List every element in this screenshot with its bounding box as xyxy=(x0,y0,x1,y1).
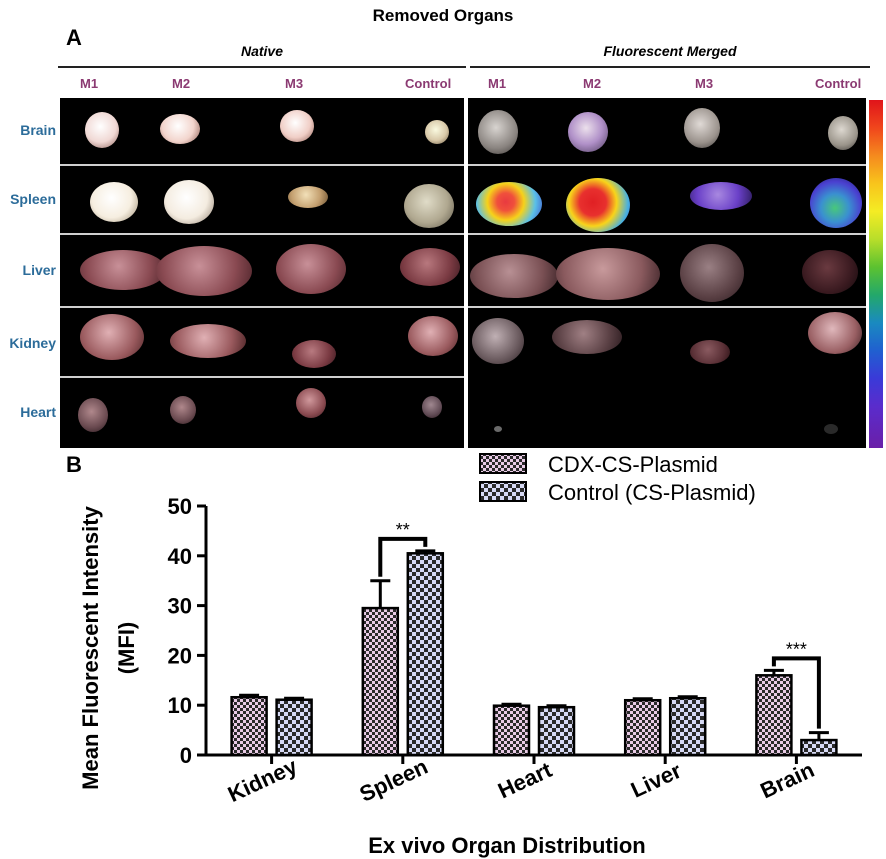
fluorescent-organ-photo xyxy=(468,98,866,448)
col-label-fluor-m2: M2 xyxy=(583,76,602,91)
significance-label: ** xyxy=(396,520,410,540)
legend: CDX-CS-Plasmid Control (CS-Plasmid) xyxy=(479,452,756,505)
bar-kidney-series-1 xyxy=(230,695,268,757)
bar-spleen-series-1 xyxy=(361,606,400,757)
x-tick-label: Liver xyxy=(627,758,686,803)
legend-swatch-series-2 xyxy=(479,481,527,502)
bar-brain-series-1 xyxy=(755,674,793,757)
col-label-native-m2: M2 xyxy=(172,76,191,91)
y-tick-label: 50 xyxy=(168,494,192,519)
col-label-native-control: Control xyxy=(405,76,452,91)
significance-spleen: ** xyxy=(378,520,428,577)
legend-label-series-1: CDX-CS-Plasmid xyxy=(548,452,718,477)
y-tick-label: 20 xyxy=(168,643,192,668)
figure-title: Removed Organs xyxy=(372,6,514,25)
significance-markers: ***** xyxy=(378,520,821,729)
significance-bracket xyxy=(771,656,821,729)
row-label-kidney: Kidney xyxy=(9,335,56,351)
group-title-fluorescent: Fluorescent Merged xyxy=(603,43,737,59)
group-underline-native xyxy=(58,66,466,68)
col-label-native-m3: M3 xyxy=(285,76,304,91)
y-tick-label: 30 xyxy=(168,594,192,619)
bar-spleen-series-2 xyxy=(406,552,445,757)
bar-heart-series-1 xyxy=(492,704,531,757)
bars xyxy=(230,549,838,757)
legend-swatch-series-1 xyxy=(479,453,527,474)
y-tick-label: 0 xyxy=(180,743,192,768)
x-tick-label: Brain xyxy=(756,757,818,803)
legend-label-series-2: Control (CS-Plasmid) xyxy=(548,480,756,505)
x-tick-label: Heart xyxy=(494,757,556,804)
row-label-brain: Brain xyxy=(20,122,56,138)
panel-b-letter: B xyxy=(66,452,82,477)
significance-bracket xyxy=(378,536,428,577)
row-label-liver: Liver xyxy=(22,262,56,278)
col-label-native-m1: M1 xyxy=(80,76,99,91)
bar-brain-series-2 xyxy=(800,738,838,757)
col-label-fluor-m3: M3 xyxy=(695,76,714,91)
x-tick-label: Spleen xyxy=(356,754,432,807)
group-underline-fluorescent xyxy=(470,66,870,68)
row-label-spleen: Spleen xyxy=(10,191,56,207)
x-axis: Kidney Spleen Heart Liver Brain xyxy=(204,753,862,807)
x-tick-label: Kidney xyxy=(224,753,302,807)
significance-brain: *** xyxy=(771,639,821,729)
fluorescence-colorbar xyxy=(869,100,883,448)
panel-a-letter: A xyxy=(66,25,82,50)
bar-heart-series-2 xyxy=(537,705,576,757)
y-tick-label: 40 xyxy=(168,544,192,569)
group-title-native: Native xyxy=(240,43,284,59)
y-axis: 0 10 20 30 40 50 xyxy=(168,494,208,768)
bar-liver-series-1 xyxy=(623,698,662,757)
col-label-fluor-m1: M1 xyxy=(488,76,507,91)
significance-label: *** xyxy=(786,639,807,659)
row-label-heart: Heart xyxy=(20,404,56,420)
bar-liver-series-2 xyxy=(668,696,707,757)
bar-kidney-series-2 xyxy=(275,698,313,757)
native-organ-photo xyxy=(60,98,464,448)
y-axis-label: Mean Fluorescent Intensity xyxy=(78,505,103,789)
x-axis-label: Ex vivo Organ Distribution xyxy=(368,833,645,858)
y-tick-label: 10 xyxy=(168,693,192,718)
col-label-fluor-control: Control xyxy=(815,76,862,91)
y-axis-label-unit: (MFI) xyxy=(114,622,139,675)
